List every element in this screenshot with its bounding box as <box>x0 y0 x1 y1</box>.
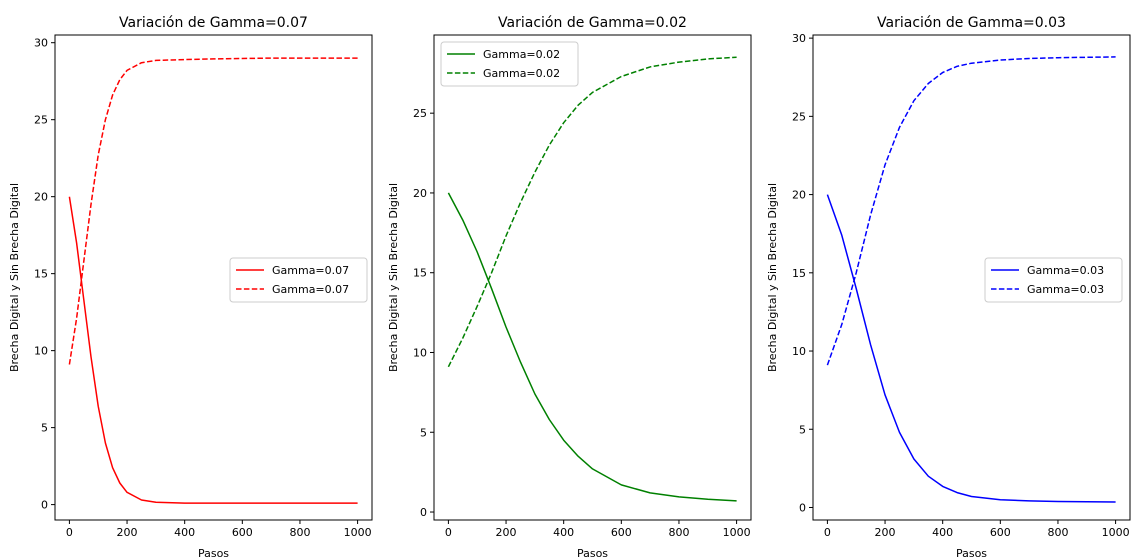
x-tick-label: 400 <box>174 526 195 539</box>
y-tick-label: 5 <box>420 426 427 439</box>
x-tick-label: 200 <box>496 526 517 539</box>
y-axis-label: Brecha Digital y Sin Brecha Digital <box>387 183 400 372</box>
legend-box <box>984 257 1123 303</box>
chart-title: Variación de Gamma=0.07 <box>119 15 308 31</box>
x-tick-label: 600 <box>232 526 253 539</box>
subplot-1: Variación de Gamma=0.070 200 400 600 800 1000… <box>8 15 373 560</box>
series-line-solid <box>826 194 1116 503</box>
legend-label: Gamma=0.07 <box>272 264 349 277</box>
y-tick-label: 30 <box>792 32 806 45</box>
x-tick-label: 0 <box>445 526 452 539</box>
series-line-solid <box>68 196 358 504</box>
y-tick-label: 25 <box>413 107 427 120</box>
x-tick-label: 800 <box>668 526 689 539</box>
series-line-dashed <box>447 56 737 368</box>
y-tick-label: 20 <box>413 187 427 200</box>
legend-label: Gamma=0.02 <box>483 48 560 61</box>
y-tick-label: 0 <box>420 506 427 519</box>
y-tick-label: 15 <box>792 267 806 280</box>
x-tick-label: 200 <box>117 526 138 539</box>
y-tick-label: 10 <box>792 345 806 358</box>
axes-frame <box>54 34 373 521</box>
x-axis-label: Pasos <box>577 547 608 560</box>
legend: Gamma=0.03 Gamma=0.03 <box>984 257 1123 303</box>
y-tick-label: 0 <box>799 501 806 514</box>
y-tick-label: 25 <box>34 114 48 127</box>
legend-label: Gamma=0.02 <box>483 67 560 80</box>
x-tick-label: 1000 <box>344 526 372 539</box>
y-tick-label: 25 <box>792 110 806 123</box>
x-tick-label: 200 <box>875 526 896 539</box>
x-tick-label: 1000 <box>1102 526 1130 539</box>
legend-label: Gamma=0.07 <box>272 283 349 296</box>
axes-frame <box>812 34 1131 521</box>
y-tick-label: 20 <box>792 189 806 202</box>
x-tick-label: 600 <box>611 526 632 539</box>
y-axis-label: Brecha Digital y Sin Brecha Digital <box>8 183 21 372</box>
y-tick-label: 0 <box>41 499 48 512</box>
y-axis-label: Brecha Digital y Sin Brecha Digital <box>766 183 779 372</box>
legend: Gamma=0.02 Gamma=0.02 <box>440 41 579 87</box>
legend-box <box>440 41 579 87</box>
y-tick-label: 10 <box>34 345 48 358</box>
series-line-dashed <box>826 56 1116 366</box>
series-line-solid <box>447 192 737 502</box>
y-tick-label: 5 <box>799 423 806 436</box>
x-tick-label: 400 <box>932 526 953 539</box>
x-tick-label: 800 <box>1047 526 1068 539</box>
y-tick-label: 30 <box>34 37 48 50</box>
chart-title: Variación de Gamma=0.02 <box>498 15 687 31</box>
subplot-2: Variación de Gamma=0.020 200 400 600 800 1000… <box>387 15 752 560</box>
y-tick-label: 15 <box>34 268 48 281</box>
legend-box <box>229 257 368 303</box>
y-tick-label: 5 <box>41 422 48 435</box>
legend-label: Gamma=0.03 <box>1027 264 1104 277</box>
y-tick-label: 10 <box>413 346 427 359</box>
x-tick-label: 800 <box>289 526 310 539</box>
y-tick-label: 15 <box>413 267 427 280</box>
axes-frame <box>433 34 752 521</box>
x-axis-label: Pasos <box>198 547 229 560</box>
legend: Gamma=0.07 Gamma=0.07 <box>229 257 368 303</box>
x-tick-label: 1000 <box>723 526 751 539</box>
x-tick-label: 0 <box>824 526 831 539</box>
x-axis-label: Pasos <box>956 547 987 560</box>
legend-label: Gamma=0.03 <box>1027 283 1104 296</box>
series-line-dashed <box>68 57 358 365</box>
x-tick-label: 0 <box>66 526 73 539</box>
x-tick-label: 400 <box>553 526 574 539</box>
subplot-3: Variación de Gamma=0.030 200 400 600 800 1000… <box>766 15 1131 560</box>
y-tick-label: 20 <box>34 191 48 204</box>
chart-title: Variación de Gamma=0.03 <box>877 15 1066 31</box>
x-tick-label: 600 <box>990 526 1011 539</box>
